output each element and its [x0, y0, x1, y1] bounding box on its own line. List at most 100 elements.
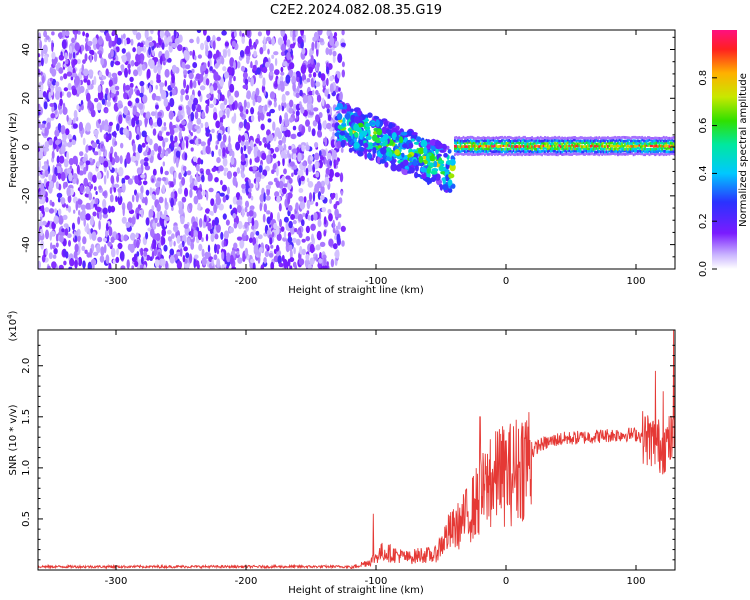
- spectrogram-cell: [539, 152, 542, 156]
- spectrogram-cell: [456, 136, 459, 140]
- spectrogram-cell: [667, 144, 669, 148]
- spectrogram-cell: [511, 144, 513, 148]
- spectrogram-cell: [661, 149, 664, 153]
- spectrogram-cell: [502, 149, 505, 153]
- spectrogram-cell: [273, 222, 278, 230]
- spectrogram-cell: [179, 247, 183, 257]
- spectrogram-cell: [134, 61, 139, 67]
- spectrogram-cell: [532, 150, 535, 154]
- spectrogram-cell: [140, 185, 144, 194]
- spectrogram-cell: [394, 149, 400, 156]
- spectrogram-cell: [59, 155, 65, 164]
- spectrogram-cell: [635, 149, 638, 153]
- spectrogram-cell: [544, 152, 546, 156]
- spectrogram-cell: [108, 121, 113, 126]
- spectrogram-cell: [655, 150, 658, 153]
- spectrogram-cell: [334, 172, 340, 178]
- spectrogram-cell: [582, 147, 585, 151]
- spectrogram-cell: [285, 74, 291, 84]
- spectrogram-cell: [598, 150, 601, 153]
- spectrogram-cell: [499, 141, 502, 145]
- spectrogram-cell: [615, 136, 618, 140]
- spectrogram-cell: [489, 144, 492, 148]
- spectrogram-cell: [529, 146, 532, 150]
- spectrogram-cell: [579, 145, 582, 148]
- spectrogram-cell: [455, 139, 458, 143]
- spectrogram-cell: [136, 251, 140, 257]
- spectrogram-cell: [522, 149, 525, 153]
- spectrogram-cell: [257, 234, 263, 240]
- spectrogram-cell: [605, 136, 608, 140]
- spectrogram-cell: [231, 101, 235, 111]
- spectrogram-cell: [232, 176, 237, 187]
- x-tick-label: -200: [235, 576, 258, 587]
- spectrogram-cell: [621, 149, 624, 153]
- spectrogram-cell: [299, 200, 306, 210]
- spectrogram-cell: [479, 144, 482, 147]
- spectrogram-cell: [671, 136, 674, 140]
- spectrogram-cell: [78, 121, 83, 132]
- colorbar-tick-label: 0.4: [698, 165, 709, 181]
- spectrogram-cell: [72, 155, 78, 165]
- spectrogram-cell: [525, 144, 528, 148]
- spectrogram-cell: [328, 48, 333, 56]
- spectrogram-cell: [595, 150, 598, 154]
- spectrogram-cell: [484, 150, 486, 153]
- spectrogram-cell: [188, 121, 193, 131]
- spectrogram-cell: [279, 218, 282, 228]
- spectrogram-cell: [283, 143, 287, 151]
- spectrogram-cell: [114, 85, 120, 91]
- spectrogram-cell: [250, 61, 253, 69]
- spectrogram-cell: [578, 149, 581, 153]
- spectrogram-cell: [315, 114, 320, 123]
- spectrogram-cell: [526, 142, 529, 146]
- spectrogram-cell: [622, 141, 625, 145]
- spectrogram-cell: [665, 147, 668, 151]
- spectrogram-cell: [334, 40, 339, 47]
- spectrogram-cell: [426, 168, 430, 174]
- spectrogram-cell: [469, 150, 472, 153]
- spectrogram-cell: [150, 228, 155, 238]
- spectrogram-cell: [521, 153, 523, 157]
- spectrogram-cell: [575, 139, 578, 143]
- spectrogram-cell: [284, 112, 289, 121]
- spectrogram-cell: [410, 138, 415, 142]
- spectrogram-cell: [481, 144, 483, 148]
- spectrogram-cell: [244, 157, 249, 168]
- spectrogram-cell: [359, 116, 363, 122]
- spectrogram-cell: [57, 197, 61, 203]
- spectrogram-cell: [612, 136, 615, 140]
- spectrogram-cell: [515, 147, 518, 151]
- spectrogram-cell: [169, 181, 175, 188]
- spectrogram-cell: [384, 161, 389, 168]
- spectrogram-cell: [402, 143, 408, 149]
- spectrogram-cell: [624, 142, 626, 146]
- spectrogram-cell: [289, 257, 295, 263]
- spectrogram-cell: [662, 144, 665, 148]
- spectrogram-cell: [447, 188, 453, 193]
- spectrogram-cell: [121, 177, 126, 185]
- spectrogram-cell: [135, 112, 140, 117]
- spectrogram-cell: [548, 145, 551, 148]
- spectrogram-cell: [514, 139, 516, 143]
- spectrogram-cell: [327, 152, 332, 161]
- spectrogram-cell: [289, 265, 293, 269]
- spectrogram-cell: [38, 160, 42, 169]
- spectrogram-cell: [163, 122, 167, 127]
- spectrogram-cell: [101, 98, 106, 105]
- spectrogram-cell: [140, 85, 145, 95]
- spectrogram-cell: [464, 142, 466, 146]
- spectrogram-cell: [143, 264, 147, 269]
- spectrogram-cell: [104, 149, 108, 157]
- spectrogram-cell: [624, 153, 626, 156]
- spectrogram-cell: [506, 136, 509, 139]
- spectrogram-cell: [299, 75, 303, 85]
- spectrogram-cell: [551, 147, 553, 151]
- spectrogram-cell: [446, 145, 450, 150]
- spectrogram-cell: [524, 147, 526, 151]
- spectrogram-cell: [63, 158, 69, 168]
- spectrogram-cell: [332, 219, 336, 230]
- spectrogram-cell: [214, 216, 220, 226]
- spectrogram-cell: [110, 205, 116, 213]
- spectrogram-cell: [90, 184, 93, 189]
